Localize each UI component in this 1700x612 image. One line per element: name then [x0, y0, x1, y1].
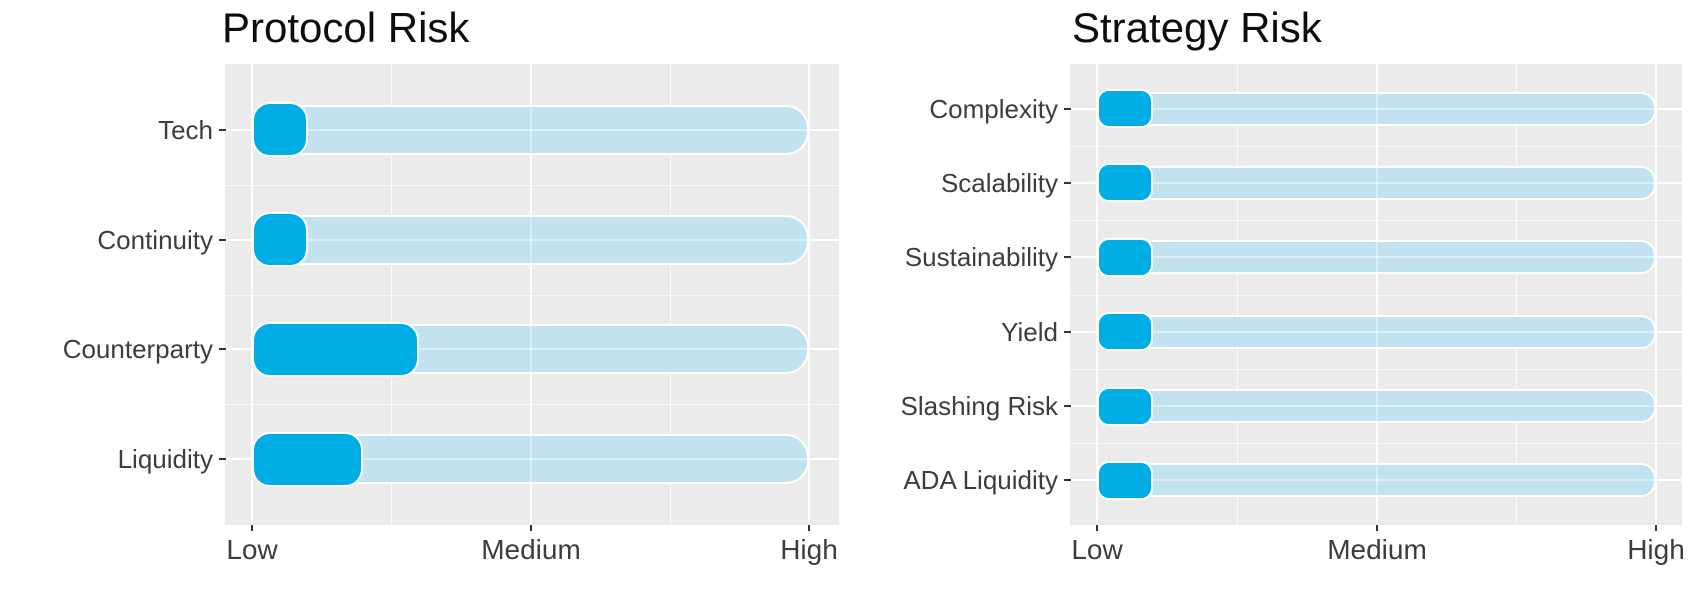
- gridline-minor-vertical: [1237, 64, 1238, 525]
- category-label: Complexity: [929, 94, 1058, 124]
- gridline-major-vertical: [1096, 64, 1098, 525]
- risk-track: [1097, 92, 1656, 126]
- risk-value-bar: [252, 212, 308, 267]
- gridline-minor-horizontal: [1070, 443, 1682, 444]
- x-axis-tick-label: High: [1627, 534, 1685, 565]
- gridline-minor-horizontal: [1070, 295, 1682, 296]
- gridline-minor-horizontal: [1070, 369, 1682, 370]
- chart-title-protocol-risk: Protocol Risk: [222, 4, 470, 51]
- x-axis-tick-label: Medium: [1327, 534, 1427, 565]
- gridline-overlay-horizontal: [225, 239, 839, 241]
- risk-track: [1097, 463, 1656, 497]
- risk-track: [1097, 240, 1656, 274]
- gridline-major-vertical: [529, 64, 532, 525]
- gridline-major-vertical: [808, 64, 810, 525]
- gridline-overlay-vertical: [1096, 64, 1098, 525]
- plot-panel-protocol-risk: [225, 64, 839, 525]
- y-axis-tick: [1064, 256, 1071, 258]
- gridline-major-vertical: [1655, 64, 1657, 525]
- y-axis-tick: [1064, 331, 1071, 333]
- risk-value-bar: [1097, 387, 1153, 426]
- category-label: Counterparty: [62, 334, 213, 364]
- gridline-overlay-horizontal: [1070, 479, 1682, 481]
- gridline-overlay-vertical: [1375, 64, 1378, 525]
- x-axis-tick-label: Low: [1071, 534, 1123, 565]
- gridline-overlay-horizontal: [225, 348, 839, 350]
- category-label: Liquidity: [117, 444, 213, 474]
- x-axis-tick-label: High: [780, 534, 838, 565]
- gridline-minor-horizontal: [1070, 220, 1682, 221]
- tracks-layer: [1070, 64, 1682, 525]
- y-axis-tick: [219, 129, 226, 131]
- x-axis-tick: [1655, 525, 1657, 531]
- risk-value-bar: [1097, 238, 1153, 277]
- gridline-overlay-horizontal: [225, 458, 839, 460]
- gridline-major-vertical: [1375, 64, 1378, 525]
- risk-value-bar: [1097, 461, 1153, 500]
- y-axis-tick: [1064, 108, 1071, 110]
- gridline-minor-vertical: [1516, 64, 1517, 525]
- gridline-overlay-vertical: [529, 64, 532, 525]
- gridlines-overlay-layer: [1070, 64, 1682, 525]
- y-axis-tick: [219, 458, 226, 460]
- y-axis-tick: [219, 239, 226, 241]
- risk-track: [1097, 166, 1656, 200]
- gridline-overlay-horizontal: [1070, 331, 1682, 333]
- bars-layer: [1070, 64, 1682, 525]
- x-axis-tick-label: Low: [226, 534, 278, 565]
- risk-track: [252, 105, 809, 155]
- gridlines-overlay-layer: [225, 64, 839, 525]
- gridline-overlay-vertical: [251, 64, 253, 525]
- risk-track: [1097, 315, 1656, 349]
- category-label: Tech: [158, 115, 213, 145]
- risk-value-bar: [1097, 312, 1153, 351]
- gridline-minor-vertical: [670, 64, 671, 525]
- risk-value-bar: [1097, 89, 1153, 128]
- gridline-minor-horizontal: [225, 295, 839, 296]
- y-axis-tick: [219, 348, 226, 350]
- gridline-major-vertical: [251, 64, 253, 525]
- gridline-overlay-horizontal: [1070, 405, 1682, 407]
- gridline-overlay-horizontal: [1070, 182, 1682, 184]
- chart-strategy-risk: Strategy Risk Complexity Scalability Susta…: [850, 0, 1700, 612]
- y-axis-tick: [1064, 182, 1071, 184]
- gridline-minor-horizontal: [1070, 146, 1682, 147]
- category-label: Yield: [1001, 317, 1058, 347]
- x-axis-tick: [251, 525, 253, 531]
- bars-layer: [225, 64, 839, 525]
- category-label: Sustainability: [904, 242, 1058, 272]
- risk-value-bar: [252, 322, 419, 377]
- plot-panel-strategy-risk: [1070, 64, 1682, 525]
- gridline-overlay-horizontal: [1070, 256, 1682, 258]
- risk-value-bar: [252, 432, 363, 487]
- risk-value-bar: [1097, 163, 1153, 202]
- gridline-minor-vertical: [391, 64, 392, 525]
- gridline-overlay-vertical: [1655, 64, 1657, 525]
- gridline-minor-horizontal: [225, 185, 839, 186]
- x-axis-tick: [808, 525, 810, 531]
- gridline-minor-horizontal: [225, 404, 839, 405]
- risk-value-bar: [252, 102, 308, 157]
- category-label: Scalability: [940, 168, 1058, 198]
- gridline-overlay-horizontal: [1070, 108, 1682, 110]
- x-axis-tick: [1376, 525, 1378, 531]
- chart-title-strategy-risk: Strategy Risk: [1072, 4, 1322, 51]
- category-label: ADA Liquidity: [903, 465, 1058, 495]
- x-axis-tick: [530, 525, 532, 531]
- gridline-overlay-horizontal: [225, 129, 839, 131]
- x-axis-tick: [1096, 525, 1098, 531]
- chart-protocol-risk: Protocol Risk Tech Continuity Counterparty…: [62, 4, 839, 565]
- category-label: Continuity: [97, 225, 213, 255]
- category-label: Slashing Risk: [900, 391, 1058, 421]
- y-axis-tick: [1064, 479, 1071, 481]
- y-axis-tick: [1064, 405, 1071, 407]
- x-axis-tick-label: Medium: [481, 534, 581, 565]
- gridline-overlay-vertical: [808, 64, 810, 525]
